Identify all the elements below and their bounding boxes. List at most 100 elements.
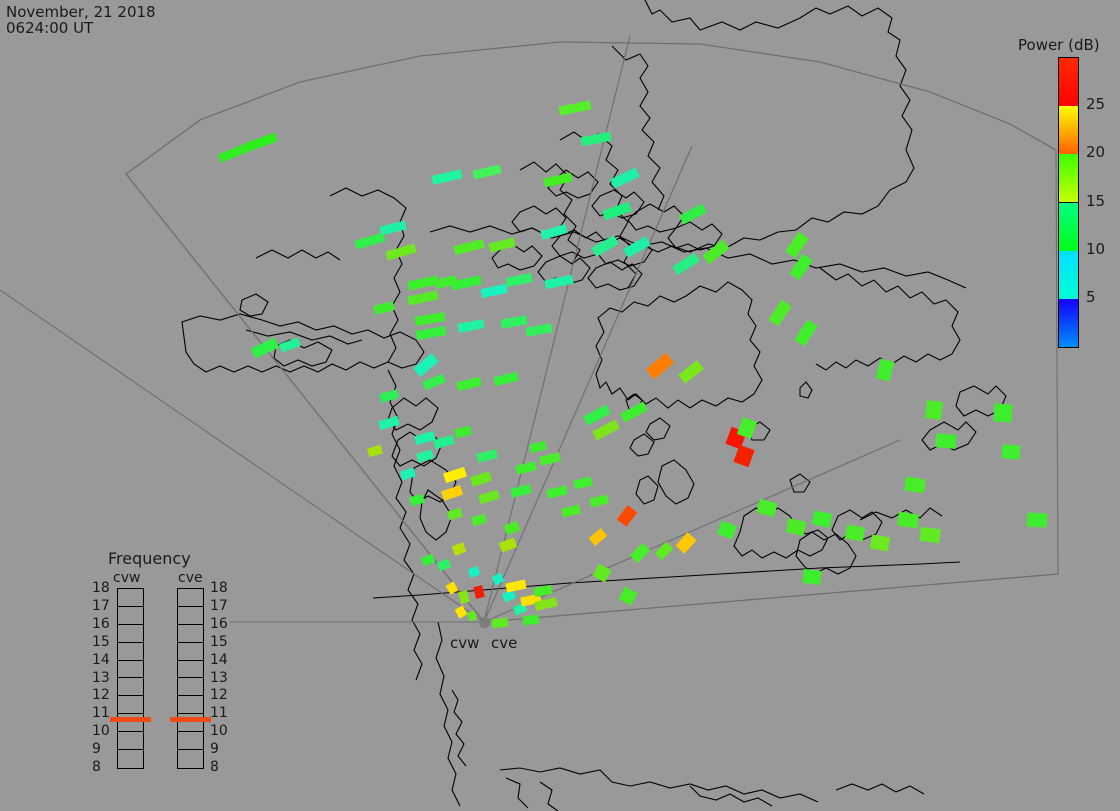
power-cell xyxy=(503,520,521,536)
power-cell xyxy=(583,404,611,426)
power-cell xyxy=(588,528,608,546)
power-cell xyxy=(645,352,675,380)
frequency-cell xyxy=(178,625,203,643)
power-cell xyxy=(451,542,467,556)
power-cell xyxy=(458,590,470,604)
power-cell xyxy=(467,566,481,578)
frequency-tick-cvw-11: 11 xyxy=(92,705,110,722)
power-cell xyxy=(476,449,498,463)
frequency-tick-cve-8: 8 xyxy=(210,759,219,775)
power-cell xyxy=(591,235,619,257)
frequency-tick-cve-17: 17 xyxy=(210,597,228,614)
frequency-tick-cve-12: 12 xyxy=(210,687,228,704)
power-cell xyxy=(610,167,640,189)
power-cell xyxy=(510,484,532,498)
power-cell xyxy=(413,353,439,377)
power-cell xyxy=(580,131,612,147)
power-cell xyxy=(702,239,730,265)
frequency-bar-name-cvw: cvw xyxy=(113,570,141,586)
frequency-legend-title: Frequency xyxy=(108,549,191,568)
power-cell xyxy=(1001,444,1021,460)
power-cell xyxy=(573,476,593,490)
frequency-tick-cvw-14: 14 xyxy=(92,651,110,668)
power-cell xyxy=(434,275,458,289)
power-cell xyxy=(500,315,528,329)
power-cell xyxy=(279,337,301,353)
power-cell xyxy=(672,252,700,276)
frequency-cell xyxy=(178,696,203,715)
site-label-cve: cve xyxy=(491,634,518,652)
power-cell xyxy=(491,617,509,629)
frequency-tick-cvw-9: 9 xyxy=(92,741,101,758)
power-cell xyxy=(457,319,485,333)
power-cell xyxy=(433,434,455,450)
power-cell xyxy=(505,272,533,288)
power-cell xyxy=(716,520,738,540)
power-cell xyxy=(678,360,704,384)
power-cell xyxy=(450,275,482,291)
frequency-tick-cve-13: 13 xyxy=(210,669,228,686)
frequency-cell xyxy=(178,750,203,768)
power-cell xyxy=(378,415,400,431)
colorbar-title: Power (dB) xyxy=(1018,36,1100,54)
power-cell xyxy=(540,224,568,240)
frequency-bar-cve[interactable] xyxy=(177,588,204,769)
frequency-bar-cvw[interactable] xyxy=(117,588,144,769)
frequency-cell xyxy=(178,679,203,697)
power-cell xyxy=(679,203,707,225)
frequency-tick-cve-9: 9 xyxy=(210,741,219,758)
colorbar-tick-25: 25 xyxy=(1086,95,1106,114)
power-cell xyxy=(589,494,609,508)
power-cell xyxy=(561,504,581,518)
colorbar-segment-0-5 xyxy=(1059,298,1078,347)
power-cell xyxy=(525,323,553,337)
frequency-tick-cve-10: 10 xyxy=(210,723,228,740)
frequency-cell xyxy=(178,589,203,607)
power-cell xyxy=(454,605,468,619)
power-cell xyxy=(407,290,439,306)
power-cell xyxy=(768,299,792,327)
frequency-cell xyxy=(118,589,143,607)
frequency-cell xyxy=(178,607,203,625)
power-cell xyxy=(420,553,436,567)
power-cell xyxy=(246,132,278,152)
frequency-tick-cvw-18: 18 xyxy=(92,580,110,596)
power-cell xyxy=(794,319,818,347)
frequency-tick-cvw-10: 10 xyxy=(92,723,110,740)
frequency-cell xyxy=(118,625,143,643)
colorbar-tick-15: 15 xyxy=(1086,191,1106,210)
power-cell xyxy=(431,169,463,185)
power-cell xyxy=(447,507,463,521)
frequency-cell xyxy=(178,732,203,751)
frequency-cell xyxy=(178,643,203,661)
power-cell xyxy=(533,584,553,598)
frequency-tick-cve-18: 18 xyxy=(210,580,228,596)
frequency-marker-cve xyxy=(170,716,211,722)
colorbar-segment-15-20 xyxy=(1059,154,1078,204)
power-cell xyxy=(543,172,573,188)
power-cell xyxy=(472,164,502,180)
power-cell xyxy=(935,432,957,450)
frequency-cell xyxy=(118,661,143,679)
frequency-tick-cve-11: 11 xyxy=(210,705,228,722)
site-label-cvw: cvw xyxy=(450,634,480,652)
power-cell xyxy=(869,534,891,552)
power-cell xyxy=(453,239,485,255)
colorbar-tick-10: 10 xyxy=(1086,239,1106,258)
power-cell xyxy=(466,610,478,622)
power-cell xyxy=(354,232,386,250)
power-cell xyxy=(629,542,651,564)
power-cell xyxy=(811,510,833,528)
power-cell xyxy=(400,467,416,481)
power-cell xyxy=(379,220,407,236)
power-cell xyxy=(422,373,446,391)
frequency-tick-cve-14: 14 xyxy=(210,651,228,668)
power-cell xyxy=(539,452,561,466)
frequency-tick-cvw-13: 13 xyxy=(92,669,110,686)
power-cell xyxy=(409,493,425,507)
power-cell xyxy=(373,301,395,315)
power-cell xyxy=(414,311,446,327)
power-cell xyxy=(445,581,459,595)
frequency-tick-cve-15: 15 xyxy=(210,633,228,650)
power-data-cells xyxy=(217,100,1048,629)
